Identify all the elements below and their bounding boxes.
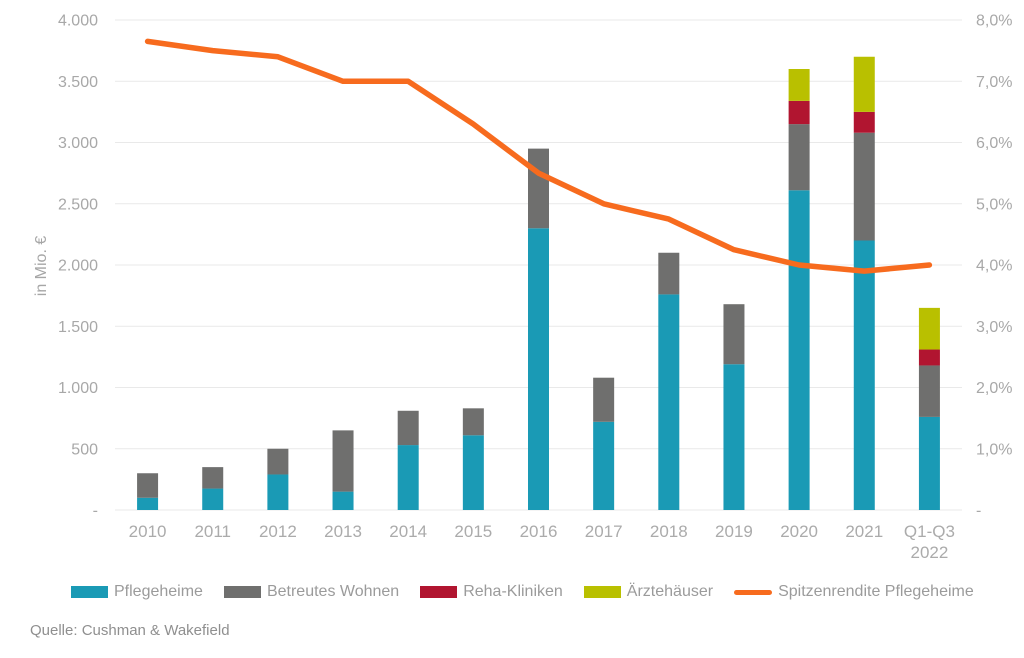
chart-plot-area: 4.000 8,0% 3.500 7,0% 3.000 6,0% 2.500 5,0% 2.00… — [58, 13, 1013, 563]
bar-segment-betreutes-wohnen — [918, 365, 940, 417]
right-axis-tick-label: 8,0% — [976, 13, 1012, 30]
left-axis-tick-label: 4.000 — [58, 13, 98, 30]
x-axis-category-label: 2011 — [194, 522, 231, 541]
bar-segment-pflegeheime — [853, 240, 875, 510]
bar-segment-pflegeheime — [332, 491, 354, 510]
x-axis-category-label: 2015 — [454, 522, 492, 541]
right-axis-tick-label: - — [976, 503, 981, 520]
bar-segment-betreutes-wohnen — [202, 467, 224, 489]
bar-segment-pflegeheime — [397, 445, 419, 510]
legend-label-aerztehaeuser: Ärztehäuser — [626, 583, 714, 600]
legend-label-pflegeheime: Pflegeheime — [114, 583, 203, 600]
legend-item-aerztehaeuser: Ärztehäuser — [583, 583, 714, 601]
right-axis-tick-label: 5,0% — [976, 196, 1012, 213]
right-axis-tick-label: 6,0% — [976, 135, 1012, 152]
aerztehaeuser-swatch — [583, 586, 621, 598]
bar-segment-pflegeheime — [593, 421, 615, 510]
left-axis-tick-label: - — [93, 503, 98, 520]
bar-segment-betreutes-wohnen — [658, 252, 680, 295]
legend-label-reha-kliniken: Reha-Kliniken — [463, 583, 563, 600]
pflegeheime-swatch — [71, 586, 108, 598]
source-note: Quelle: Cushman & Wakefield — [30, 622, 230, 639]
legend-item-spitzenrendite: Spitzenrendite Pflegeheime — [734, 583, 974, 601]
bar-segment-betreutes-wohnen — [462, 408, 484, 436]
x-axis-category-label: 2010 — [129, 522, 167, 541]
bar-segment-pflegeheime — [462, 435, 484, 510]
x-axis-category-label: 2019 — [715, 522, 753, 541]
bar-segment-betreutes-wohnen — [788, 124, 810, 191]
bar-segment-pflegeheime — [788, 190, 810, 510]
left-axis-tick-label: 1.500 — [58, 319, 98, 336]
bar-segment-reha-kliniken — [788, 100, 810, 125]
bar-segment-betreutes-wohnen — [137, 473, 159, 498]
right-axis-tick-label: 2,0% — [976, 380, 1012, 397]
spitzenrendite-line — [144, 38, 933, 274]
right-axis-tick-label: 1,0% — [976, 441, 1012, 458]
x-axis-category-label: 2014 — [389, 522, 427, 541]
bar-segment-pflegeheime — [202, 488, 224, 510]
left-axis-tick-label: 3.500 — [58, 74, 98, 91]
left-axis-tick-label: 2.000 — [58, 258, 98, 275]
bar-segment-pflegeheime — [658, 294, 680, 510]
legend-label-betreutes-wohnen: Betreutes Wohnen — [266, 583, 400, 600]
x-axis-category-label: 2016 — [520, 522, 558, 541]
left-axis-tick-label: 500 — [71, 441, 98, 458]
legend-item-betreutes-wohnen: Betreutes Wohnen — [223, 583, 400, 601]
bar-segment-betreutes-wohnen — [723, 304, 745, 365]
bar-segment-betreutes-wohnen — [332, 430, 354, 492]
bar-segment-betreutes-wohnen — [397, 410, 419, 446]
chart-legend: Pflegeheime Betreutes Wohnen Reha-Klinik… — [71, 583, 974, 601]
spitzenrendite-line-swatch — [734, 589, 773, 595]
bar-segment-pflegeheime — [723, 364, 745, 510]
bar-segment-reha-kliniken — [918, 349, 940, 366]
bar-segment-pflegeheime — [137, 497, 159, 510]
bar-segment-betreutes-wohnen — [528, 148, 549, 229]
left-axis-title: in Mio. € — [33, 235, 50, 297]
bar-segment-pflegeheime — [267, 474, 289, 510]
left-axis-tick-label: 3.000 — [58, 135, 98, 152]
x-axis-category-label: 2012 — [259, 522, 297, 541]
bar-segment-reha-kliniken — [853, 111, 875, 133]
x-axis-category-label: 2017 — [585, 522, 623, 541]
reha-kliniken-swatch — [420, 586, 458, 598]
bar-segment-pflegeheime — [528, 228, 549, 510]
right-axis-tick-label: 7,0% — [976, 74, 1012, 91]
x-axis-category-label: 2013 — [324, 522, 362, 541]
right-axis-tick-label: 3,0% — [976, 319, 1012, 336]
x-axis-category-label: 2020 — [780, 522, 818, 541]
legend-item-pflegeheime: Pflegeheime — [71, 583, 203, 601]
left-axis-tick-label: 2.500 — [58, 196, 98, 213]
legend-label-spitzenrendite: Spitzenrendite Pflegeheime — [778, 583, 974, 600]
bar-segment-betreutes-wohnen — [593, 377, 615, 422]
left-axis-tick-label: 1.000 — [58, 380, 98, 397]
x-axis-category-label: 2018 — [650, 522, 688, 541]
legend-item-reha-kliniken: Reha-Kliniken — [420, 583, 563, 601]
bar-segment--rzteh-user — [853, 56, 875, 112]
x-axis-category-label: Q1-Q3 — [904, 522, 955, 541]
bar-segment-betreutes-wohnen — [853, 132, 875, 241]
bar-segment-pflegeheime — [918, 416, 940, 510]
betreutes-wohnen-swatch — [223, 586, 261, 598]
x-axis-category-label: 2022 — [911, 543, 949, 562]
x-axis-category-label: 2021 — [845, 522, 883, 541]
bar-segment--rzteh-user — [918, 307, 940, 350]
bar-segment--rzteh-user — [788, 69, 810, 101]
bar-segment-betreutes-wohnen — [267, 448, 289, 475]
right-axis-tick-label: 4,0% — [976, 258, 1012, 275]
